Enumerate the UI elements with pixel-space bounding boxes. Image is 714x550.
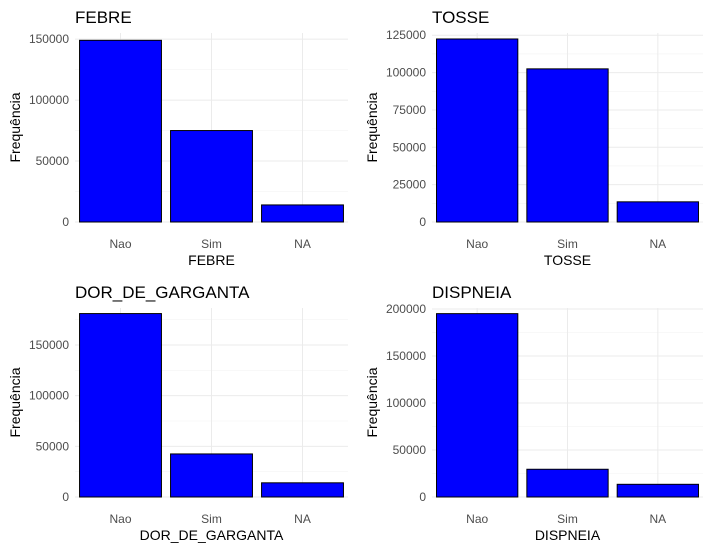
x-tick-label: Sim	[201, 237, 222, 251]
x-tick-label: NA	[294, 512, 311, 526]
y-tick-label: 150000	[29, 338, 69, 352]
y-tick-label: 150000	[386, 349, 426, 363]
x-axis-title: DISPNEIA	[535, 527, 601, 543]
panel-dispneia: 0 50000 100000 150000 200000 Nao Sim NA DISPNEIA…	[364, 283, 703, 543]
y-tick-label: 0	[62, 490, 69, 504]
x-tick-label: NA	[649, 512, 666, 526]
x-tick-label: Sim	[557, 512, 578, 526]
bar-sim	[526, 68, 609, 223]
y-axis-title: Frequência	[364, 367, 380, 437]
x-tick-label: Nao	[466, 512, 488, 526]
y-tick-label: 50000	[36, 439, 70, 453]
panel-febre: 0 50000 100000 150000 Nao Sim NA FEBRE FEBRE Freq…	[7, 8, 348, 268]
panel-tosse: 0 25000 50000 75000 100000 125000 Nao Sim NA TOSS…	[364, 8, 703, 268]
x-axis-title: DOR_DE_GARGANTA	[140, 527, 284, 543]
chart-title: DOR_DE_GARGANTA	[75, 283, 250, 302]
y-axis-title: Frequência	[7, 367, 23, 437]
bar-na	[261, 204, 344, 223]
bar-na	[261, 482, 344, 498]
y-tick-label: 0	[419, 490, 426, 504]
x-tick-label: Nao	[109, 512, 131, 526]
chart-title: TOSSE	[432, 8, 489, 27]
bar-na	[616, 483, 699, 498]
y-tick-label: 100000	[29, 389, 69, 403]
x-tick-label: Nao	[109, 237, 131, 251]
y-tick-label: 50000	[393, 443, 427, 457]
y-axis-title: Frequência	[7, 92, 23, 162]
x-axis-title: TOSSE	[544, 252, 591, 268]
x-tick-label: NA	[294, 237, 311, 251]
y-tick-label: 75000	[393, 103, 427, 117]
y-tick-label: 50000	[393, 140, 427, 154]
y-tick-label: 50000	[36, 154, 70, 168]
bar-nao	[436, 313, 519, 498]
x-tick-label: Nao	[466, 237, 488, 251]
bar-nao	[436, 38, 519, 223]
bar-nao	[79, 39, 162, 223]
y-tick-label: 25000	[393, 178, 427, 192]
x-tick-label: NA	[649, 237, 666, 251]
y-tick-label: 200000	[386, 302, 426, 316]
y-tick-label: 100000	[29, 93, 69, 107]
bar-sim	[170, 130, 253, 223]
y-tick-label: 0	[419, 215, 426, 229]
bar-nao	[79, 313, 162, 498]
y-tick-label: 0	[62, 215, 69, 229]
x-tick-label: Sim	[557, 237, 578, 251]
chart-title: FEBRE	[75, 8, 132, 27]
y-tick-label: 100000	[386, 396, 426, 410]
bar-na	[616, 201, 699, 223]
y-tick-label: 125000	[386, 28, 426, 42]
chart-title: DISPNEIA	[432, 283, 512, 302]
x-axis-title: FEBRE	[188, 252, 235, 268]
panel-dor-de-garganta: 0 50000 100000 150000 Nao Sim NA DOR_DE_GARGANT…	[7, 283, 348, 543]
bar-sim	[526, 468, 609, 498]
y-tick-label: 100000	[386, 66, 426, 80]
bar-sim	[170, 453, 253, 498]
y-axis-title: Frequência	[364, 92, 380, 162]
x-tick-label: Sim	[201, 512, 222, 526]
y-tick-label: 150000	[29, 32, 69, 46]
